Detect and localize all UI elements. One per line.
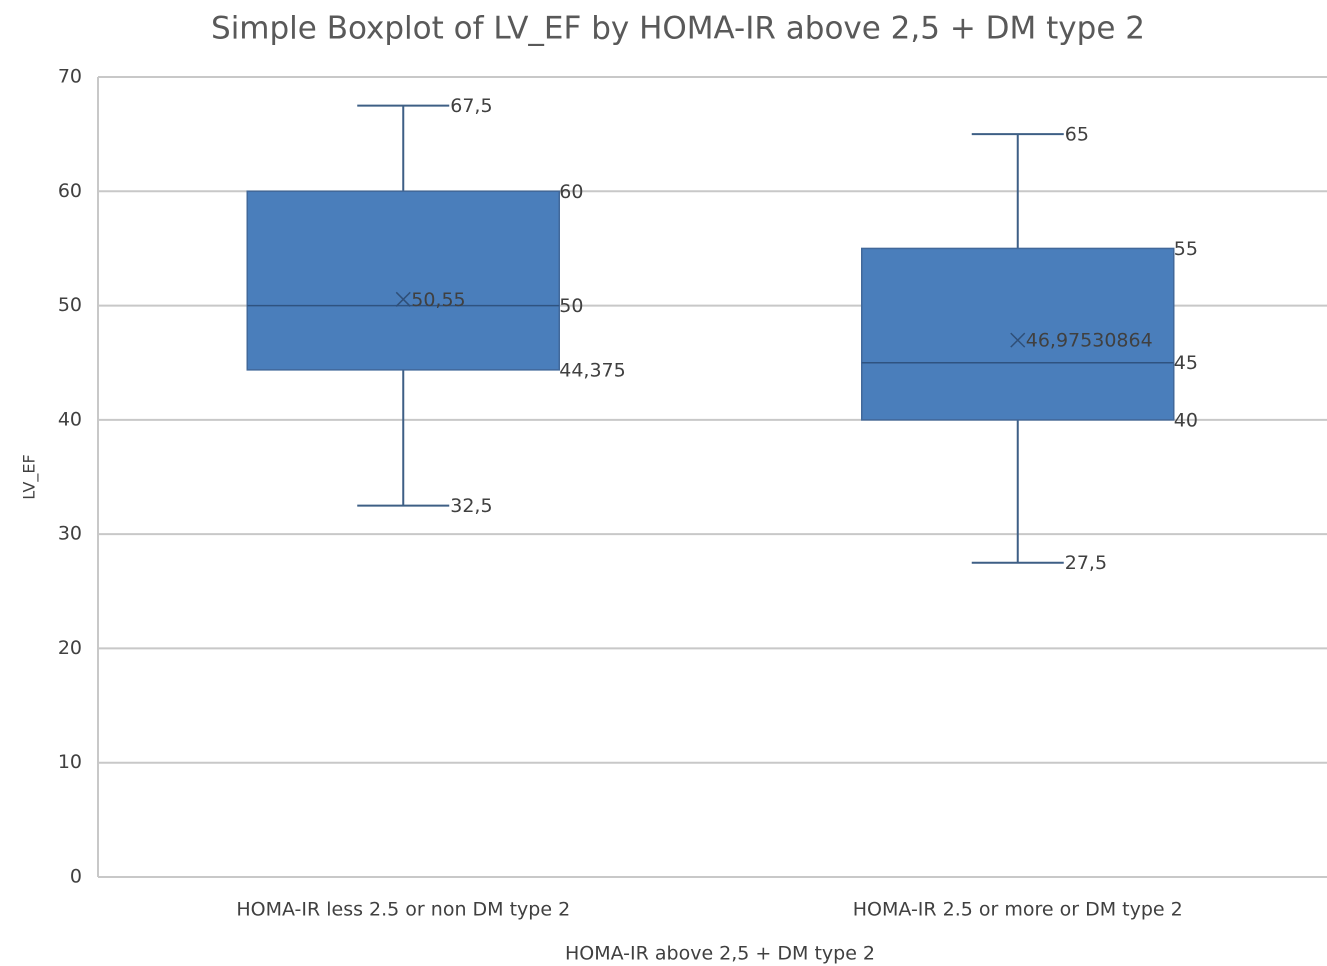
y-tick-label: 70 — [58, 66, 82, 88]
y-tick-label: 50 — [58, 294, 82, 316]
y-tick-label: 0 — [70, 866, 82, 888]
mean-marker — [1010, 332, 1026, 348]
y-tick-label: 40 — [58, 408, 82, 430]
data-label: 55 — [1174, 238, 1198, 260]
data-label: 50,55 — [411, 289, 465, 311]
x-tick-label: HOMA-IR less 2.5 or non DM type 2 — [236, 899, 570, 921]
data-label: 65 — [1065, 124, 1089, 146]
box — [861, 247, 1175, 421]
data-label: 60 — [559, 181, 583, 203]
y-tick-label: 30 — [58, 523, 82, 545]
y-axis-label: LV_EF — [20, 454, 40, 499]
data-label: 27,5 — [1065, 552, 1107, 574]
y-tick-label: 10 — [58, 751, 82, 773]
data-label: 40 — [1174, 409, 1198, 431]
y-tick-label: 60 — [58, 180, 82, 202]
data-label: 32,5 — [450, 495, 492, 517]
data-label: 45 — [1174, 352, 1198, 374]
data-label: 67,5 — [450, 95, 492, 117]
x-tick-label: HOMA-IR 2.5 or more or DM type 2 — [853, 899, 1183, 921]
data-label: 50 — [559, 295, 583, 317]
y-tick-label: 20 — [58, 637, 82, 659]
chart-title: Simple Boxplot of LV_EF by HOMA-IR above… — [211, 11, 1145, 47]
box — [246, 190, 560, 371]
data-label: 44,375 — [559, 359, 625, 381]
data-label: 46,97530864 — [1026, 330, 1153, 352]
mean-marker — [395, 291, 411, 307]
x-axis-label: HOMA-IR above 2,5 + DM type 2 — [565, 943, 875, 965]
